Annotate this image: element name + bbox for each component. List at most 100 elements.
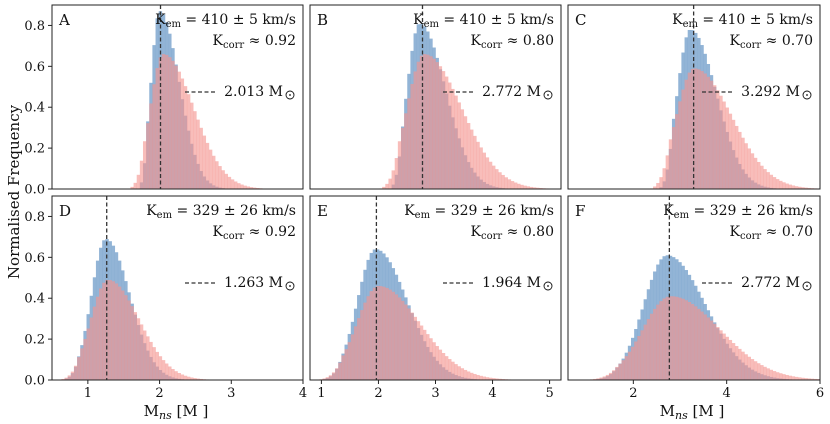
bar xyxy=(328,375,333,380)
bar xyxy=(694,306,698,380)
bar xyxy=(801,377,805,380)
bar xyxy=(473,373,477,380)
bar xyxy=(485,377,490,380)
bar xyxy=(357,318,361,380)
bar xyxy=(325,377,330,380)
x-tick-label: 4 xyxy=(488,386,496,401)
y-tick-label: 0.6 xyxy=(24,251,45,266)
bar xyxy=(186,376,191,380)
bar xyxy=(473,135,477,189)
bar xyxy=(111,281,116,380)
bar xyxy=(498,172,502,189)
bar xyxy=(470,372,474,380)
k-corr-label: Kcorr ≈ 0.80 xyxy=(471,33,554,51)
bar xyxy=(624,356,629,380)
bar xyxy=(171,369,175,380)
bar xyxy=(810,378,814,380)
bar xyxy=(183,375,188,380)
bar xyxy=(388,178,392,189)
panel-letter: E xyxy=(317,202,328,220)
bar xyxy=(671,127,676,189)
bar xyxy=(671,296,676,380)
bar xyxy=(684,300,688,380)
bar xyxy=(488,377,493,380)
bar xyxy=(766,172,770,189)
bar xyxy=(448,82,452,189)
k-corr-label: Kcorr ≈ 0.92 xyxy=(213,33,296,51)
bar xyxy=(532,187,537,189)
bar xyxy=(190,377,194,380)
bar xyxy=(716,90,720,189)
bar xyxy=(400,300,405,380)
bar xyxy=(152,347,156,380)
histogram-C xyxy=(649,29,820,189)
bar xyxy=(760,365,764,380)
bar xyxy=(410,84,414,189)
histogram-F xyxy=(580,255,820,380)
bar xyxy=(675,296,679,380)
sun-symbol-icon xyxy=(802,281,812,291)
bar xyxy=(152,84,156,189)
bar xyxy=(444,356,449,380)
series-red xyxy=(580,296,820,380)
panel-E: E Kem = 329 ± 26 km/s Kcorr ≈ 0.80 1.964 M 1… xyxy=(309,195,562,401)
bar xyxy=(769,369,774,380)
bar xyxy=(438,349,443,380)
bar xyxy=(684,79,688,189)
bar xyxy=(646,319,651,380)
bar xyxy=(731,343,736,380)
bar xyxy=(643,324,648,380)
bar xyxy=(690,304,695,380)
bar xyxy=(741,351,745,380)
bar xyxy=(350,334,355,380)
bar xyxy=(637,336,641,380)
bar xyxy=(794,376,799,380)
bar xyxy=(653,308,657,380)
bar xyxy=(775,372,780,380)
bar xyxy=(429,56,433,189)
bar xyxy=(656,182,660,189)
bar xyxy=(712,323,717,380)
bar xyxy=(596,378,600,380)
bar xyxy=(136,174,141,189)
bar xyxy=(772,371,777,380)
bar xyxy=(407,98,411,189)
bar xyxy=(61,378,65,380)
panels: A Kem = 410 ± 5 km/s Kcorr ≈ 0.92 2.013 M 0.… xyxy=(24,4,824,401)
bar xyxy=(221,170,225,189)
x-axis-label-left: Mns [M ] xyxy=(144,402,209,422)
bar xyxy=(804,378,808,380)
bar xyxy=(413,316,417,380)
bar xyxy=(130,186,134,189)
bar xyxy=(697,69,701,189)
bar xyxy=(130,306,134,380)
bar xyxy=(388,289,392,380)
bar xyxy=(95,296,100,380)
bar xyxy=(807,378,811,380)
bar xyxy=(662,168,666,189)
median-legend-label: 3.292 M xyxy=(741,84,800,100)
bar xyxy=(725,107,729,189)
bar xyxy=(750,359,755,380)
bar xyxy=(782,374,786,380)
bar xyxy=(180,374,185,380)
bar xyxy=(716,327,720,380)
panel-letter: B xyxy=(317,11,328,29)
bar xyxy=(196,378,200,380)
bar xyxy=(435,346,439,380)
sun-symbol-icon xyxy=(802,90,812,100)
bar xyxy=(83,338,87,380)
bar xyxy=(779,373,783,380)
bar xyxy=(419,325,424,380)
bar xyxy=(155,68,159,189)
bar xyxy=(419,55,424,189)
bar xyxy=(186,94,191,189)
bar xyxy=(470,129,474,189)
bar xyxy=(397,297,402,380)
bar xyxy=(193,111,197,189)
bar xyxy=(460,109,465,189)
y-tick-label: 0.0 xyxy=(24,374,45,389)
bar xyxy=(779,180,783,189)
k-em-label: Kem = 410 ± 5 km/s xyxy=(155,12,296,30)
